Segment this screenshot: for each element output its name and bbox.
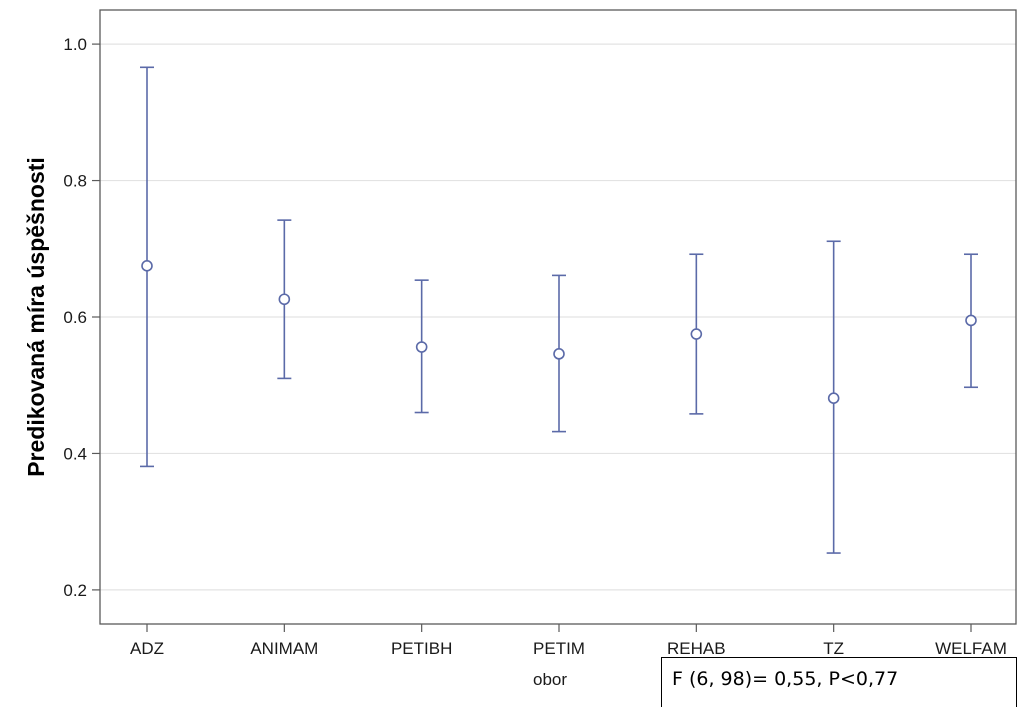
estimate-marker: [278, 293, 291, 306]
x-tick-label: WELFAM: [935, 639, 1007, 658]
estimate-marker: [141, 260, 153, 272]
error-bar-animam: [277, 219, 292, 380]
stats-annotation-box: F (6, 98)= 0,55, P<0,77: [661, 657, 1017, 707]
x-tick-label: PETIBH: [391, 639, 452, 658]
x-tick-label: ADZ: [130, 639, 164, 658]
error-bar-rehab: [689, 253, 704, 415]
estimate-marker: [827, 392, 840, 404]
error-bar-tz: [826, 240, 841, 554]
x-tick-label: REHAB: [667, 639, 726, 658]
x-axis: ADZ ANIMAM PETIBH PETIM REHAB TZ WELFAM: [130, 624, 1007, 658]
estimate-marker: [690, 328, 703, 340]
y-tick-label: 0.6: [63, 308, 87, 327]
error-bar-petibh: [414, 279, 429, 414]
error-bar-adz: [140, 66, 154, 468]
y-tick-label: 1.0: [63, 35, 87, 54]
y-axis: 0.2 0.4 0.6 0.8 1.0: [63, 35, 100, 600]
x-tick-label: TZ: [823, 639, 844, 658]
y-axis-title: Predikovaná míra úspěšnosti: [23, 157, 49, 477]
y-tick-label: 0.8: [63, 172, 87, 191]
x-axis-title: obor: [533, 670, 567, 689]
estimate-marker: [965, 314, 977, 327]
y-tick-label: 0.4: [63, 444, 87, 463]
error-bar-welfam: [964, 253, 978, 389]
stats-annotation-text: F (6, 98)= 0,55, P<0,77: [672, 668, 899, 690]
x-tick-label: ANIMAM: [250, 639, 318, 658]
x-tick-label: PETIM: [533, 639, 585, 658]
gridlines: [100, 43, 1016, 591]
error-bars: [140, 66, 978, 554]
error-bar-petim: [552, 274, 566, 433]
estimate-marker: [553, 348, 565, 360]
estimate-marker: [415, 341, 428, 353]
y-tick-label: 0.2: [63, 581, 87, 600]
